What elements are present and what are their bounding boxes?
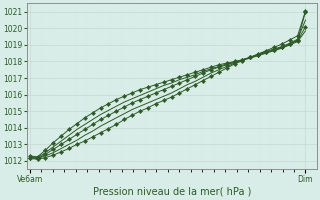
X-axis label: Pression niveau de la mer( hPa ): Pression niveau de la mer( hPa ) xyxy=(92,187,251,197)
